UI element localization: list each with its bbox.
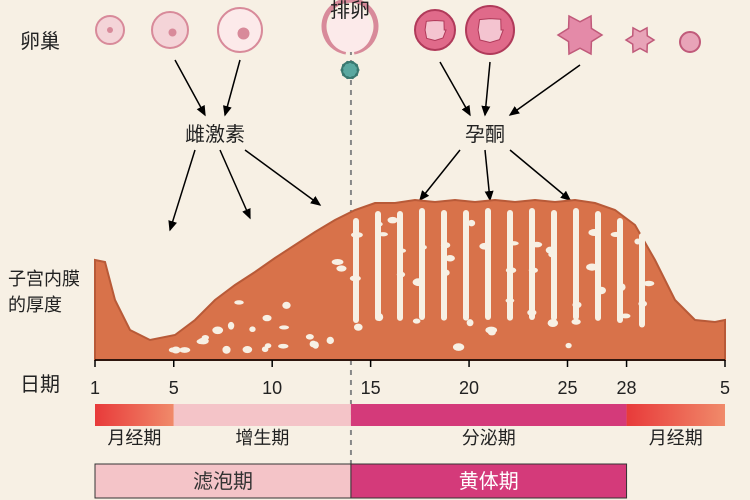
svg-text:20: 20 [459, 378, 479, 398]
svg-text:28: 28 [617, 378, 637, 398]
svg-text:分泌期: 分泌期 [462, 428, 516, 448]
ovulation-label: 排卵 [330, 0, 370, 23]
svg-text:增生期: 增生期 [235, 428, 289, 448]
svg-text:10: 10 [262, 378, 282, 398]
progesterone-label: 孕酮 [465, 118, 505, 147]
date-label: 日期 [20, 368, 60, 397]
svg-text:15: 15 [361, 378, 381, 398]
svg-text:1: 1 [90, 378, 100, 398]
svg-text:5: 5 [169, 378, 179, 398]
thickness-label: 子宫内膜 的厚度 [8, 265, 80, 317]
svg-text:黄体期: 黄体期 [459, 470, 519, 493]
diagram-svg: 1510152025285月经期增生期分泌期月经期滤泡期黄体期 [0, 0, 750, 500]
svg-text:月经期: 月经期 [649, 428, 703, 448]
svg-text:滤泡期: 滤泡期 [193, 470, 253, 493]
ovary-label: 卵巢 [20, 25, 60, 54]
svg-text:5: 5 [720, 378, 730, 398]
svg-text:月经期: 月经期 [107, 428, 161, 448]
estrogen-label: 雌激素 [185, 118, 245, 147]
svg-text:25: 25 [557, 378, 577, 398]
